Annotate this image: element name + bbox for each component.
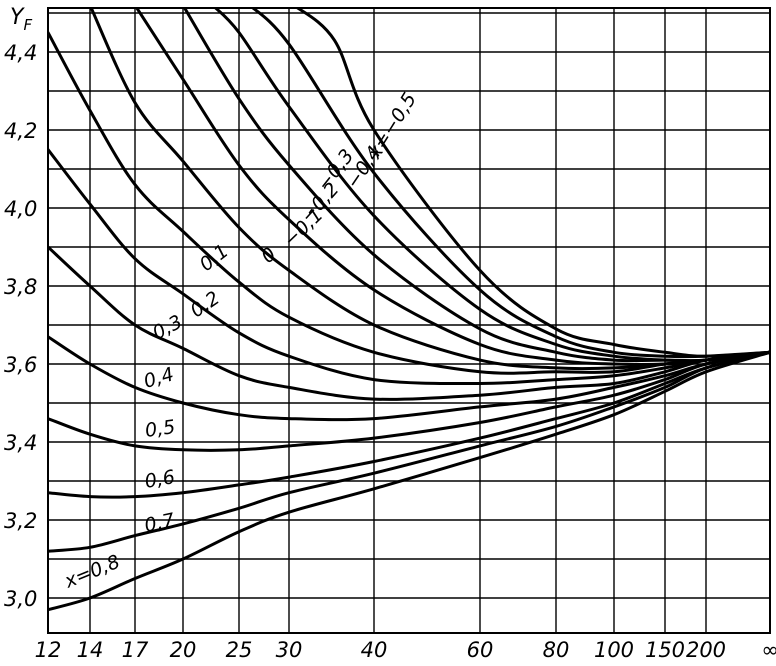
horizontal-grid — [48, 12, 770, 599]
curve-0 — [48, 350, 770, 612]
y-tick-label: 3,4 — [4, 431, 37, 455]
curve-5 — [48, 245, 770, 401]
curve-1 — [48, 350, 770, 553]
x-tick-label: 60 — [467, 638, 494, 662]
curves — [48, 8, 770, 612]
x-tick-label: 12 — [35, 638, 62, 662]
curve-label: 0,3 — [149, 311, 186, 345]
x-tick-label: 17 — [122, 638, 149, 662]
y-tick-label: 4,2 — [4, 119, 37, 143]
x-tick-label: 80 — [543, 638, 570, 662]
x-tick-label: 25 — [226, 638, 253, 662]
curve-13 — [295, 8, 770, 358]
x-tick-label: 14 — [77, 638, 104, 662]
curve-2 — [48, 350, 770, 499]
x-tick-label: ∞ — [761, 638, 776, 662]
curve-label: 0,6 — [143, 466, 177, 493]
plot-frame — [47, 7, 771, 634]
curve-label: 0,7 — [142, 509, 176, 537]
x-tick-label: 100 — [594, 638, 634, 662]
y-tick-label: 4,0 — [4, 197, 37, 221]
x-tick-label: 40 — [361, 638, 388, 662]
curve-labels: x=0,80,70,60,50,40,30,20,1 0−0,1−0,2−0,3−… — [61, 89, 421, 593]
y-tick-labels: 3,0 3,2 3,4 3,6 3,8 4,0 4,2 4,4 — [4, 41, 37, 611]
curve-label: 0,4 — [141, 363, 176, 392]
curve-label: 0,5 — [144, 416, 177, 442]
curve-8 — [89, 8, 770, 371]
curve-6 — [48, 148, 770, 386]
y-tick-label: 3,0 — [4, 587, 37, 611]
curve-11 — [213, 8, 770, 363]
x-tick-label: 30 — [276, 638, 303, 662]
curve-3 — [48, 350, 770, 452]
x-tick-label: 20 — [170, 638, 197, 662]
curve-9 — [135, 8, 770, 366]
y-tick-label: 3,6 — [4, 353, 37, 377]
curve-4 — [48, 335, 770, 422]
x-tick-label: 150 — [645, 638, 685, 662]
y-axis-title: YF — [10, 5, 32, 34]
x-tick-label: 200 — [686, 638, 726, 662]
y-tick-label: 3,2 — [4, 509, 37, 533]
curve-label: 0,2 — [186, 287, 223, 322]
y-tick-label: 4,4 — [4, 41, 37, 65]
y-tick-label: 3,8 — [4, 275, 37, 299]
